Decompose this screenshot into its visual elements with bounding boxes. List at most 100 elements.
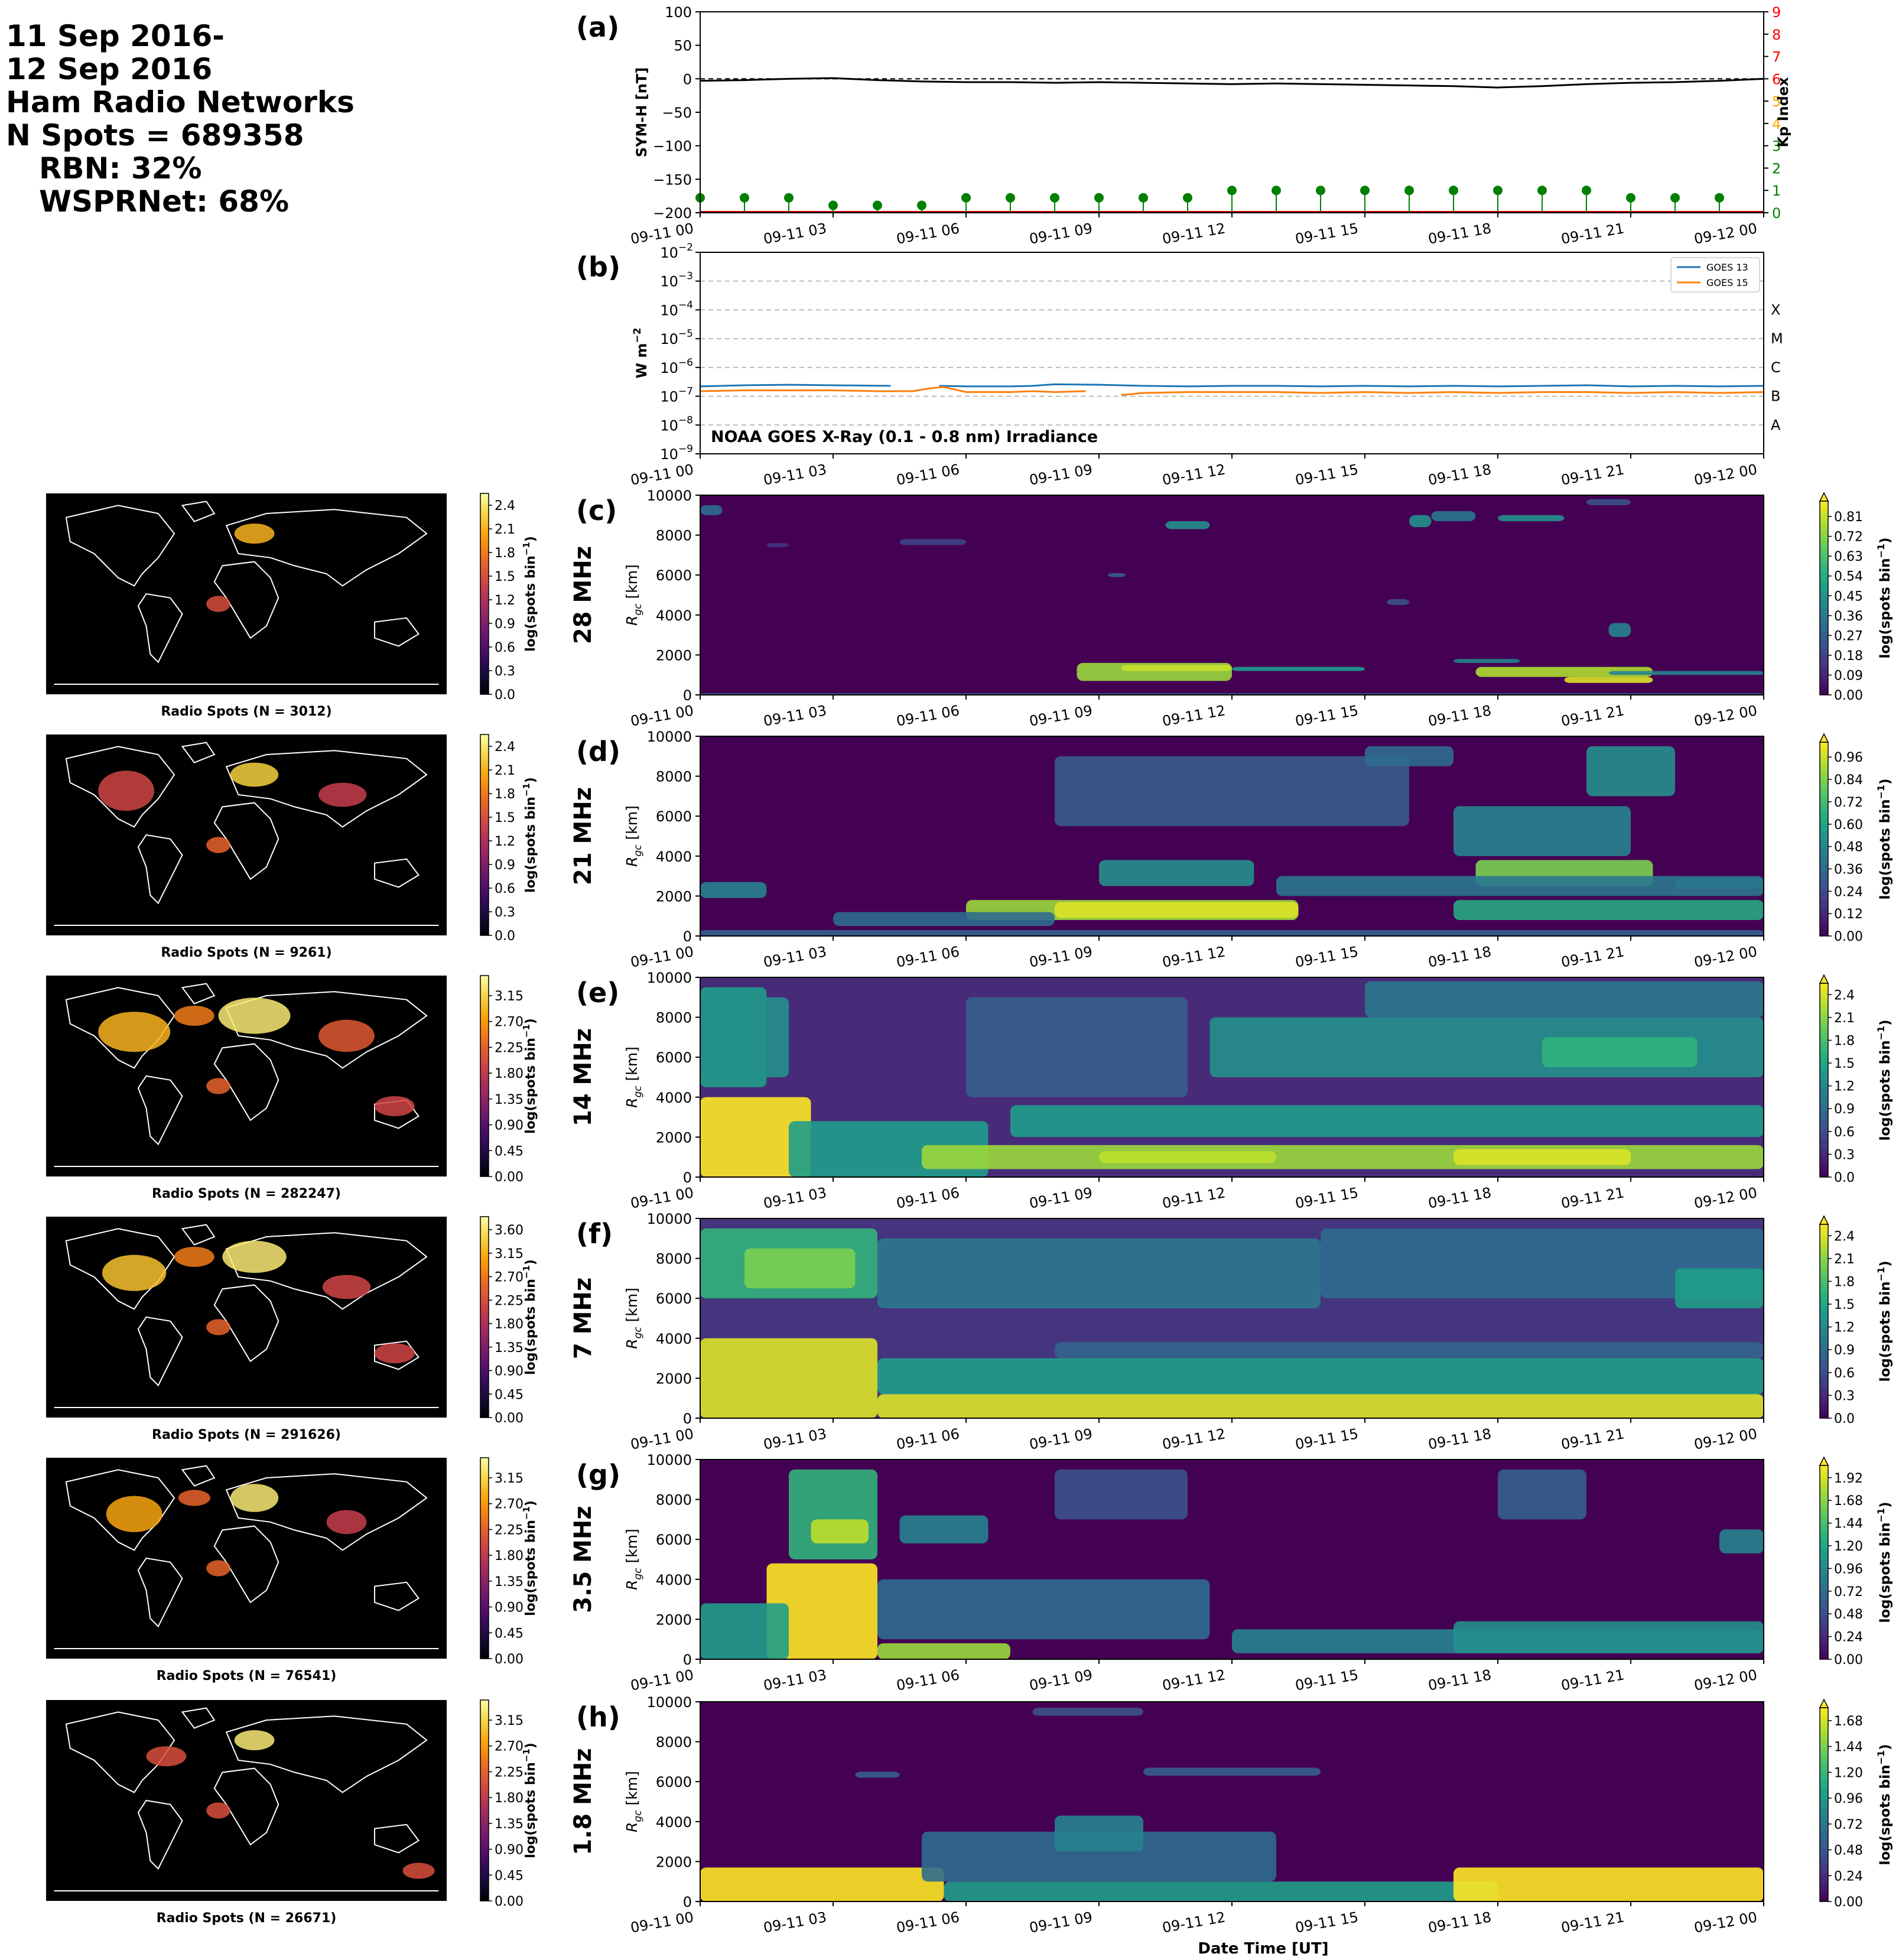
- y-tick-label: −150: [653, 171, 692, 188]
- spot-cluster: [318, 1019, 375, 1052]
- x-tick-label: 09-11 21: [1560, 1909, 1625, 1936]
- kp-marker: [1626, 193, 1635, 203]
- heatmap-cell: [700, 997, 789, 1077]
- y-tick-label: 6000: [656, 1774, 692, 1790]
- colorbar-tick-label: 0.0: [1834, 1412, 1855, 1426]
- map-colorbar-tick-label: 0.45: [495, 1868, 523, 1883]
- colorbar-tick-label: 0.72: [1834, 795, 1863, 810]
- coastline: [374, 617, 420, 647]
- map-title: Radio Spots (N = 76541): [157, 1669, 337, 1683]
- heatmap-cell: [1321, 1228, 1764, 1299]
- spot-cluster: [98, 1012, 171, 1052]
- colorbar-tick-label: 0.3: [1834, 1389, 1855, 1403]
- y-tick-label: 10−5: [660, 328, 693, 347]
- map-colorbar: [480, 493, 489, 695]
- y-tick-label: 0: [683, 1169, 692, 1186]
- map-colorbar-tick-label: 1.80: [495, 1317, 523, 1332]
- kp-marker: [740, 193, 749, 203]
- world-map: [46, 1700, 447, 1901]
- y-axis-label: SYM-H [nT]: [633, 67, 650, 157]
- kp-marker: [1360, 186, 1370, 196]
- colorbar-tick-label: 0.24: [1834, 1869, 1863, 1884]
- x-tick-label: 09-11 18: [1427, 1909, 1492, 1936]
- colorbar-tick-label: 0.9: [1834, 1102, 1855, 1117]
- header-network: Ham Radio Networks: [6, 85, 355, 119]
- heatmap-cell: [766, 543, 789, 547]
- x-tick-label: 09-11 09: [1028, 1909, 1094, 1936]
- axes-frame: [700, 11, 1764, 213]
- coastline: [213, 1767, 279, 1846]
- colorbar-tick-label: 1.68: [1834, 1714, 1863, 1729]
- symh-line: [700, 77, 1764, 89]
- coastline: [213, 1043, 279, 1122]
- x-tick-label: 09-11 03: [762, 461, 828, 488]
- kp-marker: [1404, 186, 1414, 196]
- y-tick-label: 8000: [656, 769, 692, 785]
- y-tick-label: 0: [683, 1894, 692, 1910]
- coastline: [137, 1316, 183, 1387]
- heatmap-cell: [944, 1881, 1498, 1902]
- x-tick-label: 09-12 00: [1693, 943, 1758, 970]
- colorbar-tick-label: 2.1: [1834, 1252, 1855, 1267]
- y-tick-label: 4000: [656, 1331, 692, 1347]
- y-tick-label: −100: [653, 138, 692, 155]
- y-tick-label: 4000: [656, 1572, 692, 1588]
- spot-cluster: [206, 596, 230, 612]
- spot-cluster: [206, 1802, 230, 1819]
- heatmap-cell: [877, 1358, 1764, 1395]
- heatmap: [700, 736, 1764, 936]
- colorbar-tick-label: 0.54: [1834, 570, 1863, 584]
- heatmap-cell: [700, 505, 723, 515]
- heatmap-cell: [700, 1097, 811, 1177]
- y-tick-label: 10−8: [660, 414, 693, 434]
- map-colorbar-tick-label: 0.00: [495, 1170, 523, 1185]
- world-map: [46, 1458, 447, 1659]
- coastline: [65, 746, 175, 828]
- y-tick-label: 10000: [647, 1452, 692, 1468]
- coastline: [374, 1824, 420, 1854]
- colorbar-tick-label: 1.8: [1834, 1275, 1855, 1289]
- x-tick-label: 09-11 18: [1427, 1666, 1492, 1694]
- figure-header: 11 Sep 2016- 12 Sep 2016 Ham Radio Netwo…: [6, 19, 355, 219]
- y-tick-label: 10000: [647, 487, 692, 504]
- heatmap-cell: [899, 539, 966, 545]
- colorbar-tick-label: 0.9: [1834, 1343, 1855, 1358]
- heatmap-cell: [1453, 1867, 1764, 1902]
- panel-label: (b): [576, 251, 620, 283]
- x-tick-label: 09-11 18: [1427, 702, 1492, 729]
- panel-label: (e): [576, 977, 619, 1009]
- map-colorbar-tick-label: 2.4: [495, 499, 515, 513]
- heatmap-cell: [1498, 1469, 1586, 1520]
- x-tick-label: 09-11 06: [895, 461, 961, 488]
- spot-cluster: [178, 1490, 210, 1506]
- y2-tick-label: 2: [1772, 160, 1781, 177]
- heatmap-cell: [1121, 665, 1232, 671]
- colorbar-tick-label: 0.00: [1834, 1895, 1863, 1910]
- y-tick-label: 0: [683, 687, 692, 704]
- header-date-start: 11 Sep 2016-: [6, 19, 225, 53]
- map-colorbar-tick-label: 0.0: [495, 929, 515, 944]
- heatmap-cell: [1675, 877, 1764, 888]
- y-tick-label: 0: [683, 928, 692, 945]
- world-map: [46, 1217, 447, 1418]
- y-axis-label: Rgc [km]: [623, 1288, 644, 1349]
- heatmap-cell: [966, 997, 1188, 1097]
- band-label: 14 MHz: [570, 1028, 597, 1126]
- coastline: [137, 834, 183, 905]
- colorbar-tick-label: 0.48: [1834, 840, 1863, 855]
- y-tick-label: 8000: [656, 1492, 692, 1509]
- x-tick-label: 09-11 09: [1028, 1666, 1094, 1694]
- x-tick-label: 09-11 09: [1028, 943, 1094, 970]
- kp-marker: [1139, 193, 1148, 203]
- map-colorbar-tick-label: 2.25: [495, 1041, 523, 1055]
- map-colorbar-tick-label: 1.2: [495, 834, 515, 849]
- map-colorbar-tick-label: 1.35: [495, 1341, 523, 1356]
- y-tick-label: 0: [683, 71, 692, 87]
- x-tick-label: 09-11 00: [629, 1425, 695, 1452]
- kp-marker: [1183, 193, 1192, 203]
- colorbar-extend: [1819, 733, 1829, 743]
- x-tick-label: 09-11 06: [895, 1909, 961, 1936]
- kp-marker: [1493, 186, 1503, 196]
- y-tick-label: 10−9: [660, 443, 693, 463]
- heatmap-cell: [744, 1248, 856, 1289]
